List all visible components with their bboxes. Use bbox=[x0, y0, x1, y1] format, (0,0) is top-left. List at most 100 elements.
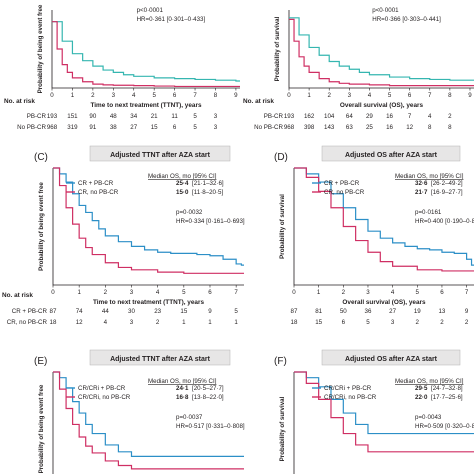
risk-value: 16 bbox=[386, 113, 393, 120]
risk-value: 1 bbox=[208, 319, 212, 326]
stat-annotation: p=0·0043 bbox=[415, 414, 442, 421]
risk-value: 36 bbox=[365, 308, 372, 315]
risk-row-label: No PB-CR bbox=[254, 124, 283, 131]
x-tick-label: 1 bbox=[77, 289, 81, 296]
median-header: Median OS, mo [95% CI] bbox=[395, 173, 464, 180]
risk-value: 7 bbox=[408, 113, 412, 120]
x-axis-label: Overall survival (OS), years bbox=[340, 102, 424, 109]
median-ci: [11·8–20·5] bbox=[192, 189, 223, 196]
x-axis-label: Overall survival (OS), years bbox=[342, 299, 426, 306]
legend-label: CR, no PB-CR bbox=[78, 189, 119, 196]
x-tick-label: 6 bbox=[440, 289, 444, 296]
risk-value: 5 bbox=[193, 113, 197, 120]
x-tick-label: 3 bbox=[348, 92, 352, 99]
y-axis-label: Probability of survival bbox=[279, 194, 286, 259]
risk-value: 87 bbox=[50, 308, 57, 315]
panel-letter: (C) bbox=[34, 152, 48, 163]
panel-d: Adjusted OS after AZA start (D) 0 1 2 3 4 5 6 7 Ov… bbox=[274, 145, 474, 326]
y-axis-label: Probability of survival bbox=[279, 396, 286, 461]
x-tick-label: 2 bbox=[342, 289, 346, 296]
risk-value: 34 bbox=[130, 113, 137, 120]
median-ci: [21·1–32·6] bbox=[192, 180, 224, 187]
median-ci: [13·8–22·0] bbox=[192, 394, 224, 401]
risk-row-label: CR, no PB-CR bbox=[7, 319, 48, 326]
risk-value: 143 bbox=[324, 124, 335, 131]
legend-label: CR/CRi + PB-CR bbox=[324, 385, 372, 392]
risk-value: 162 bbox=[304, 113, 315, 120]
risk-value: 12 bbox=[76, 319, 83, 326]
x-tick-label: 6 bbox=[408, 92, 412, 99]
panel-header: Adjusted TTNT after AZA start bbox=[110, 152, 210, 159]
km-curve-2 bbox=[53, 167, 244, 274]
risk-value: 15 bbox=[180, 308, 187, 315]
median-header: Median OS, mo [95% CI] bbox=[148, 173, 217, 180]
panel-letter: (E) bbox=[34, 356, 47, 367]
risk-table-title: No. at risk bbox=[243, 98, 274, 105]
stat-annotation: p=0·0032 bbox=[176, 209, 203, 216]
risk-value: 5 bbox=[366, 319, 370, 326]
panel-header: Adjusted OS after AZA start bbox=[345, 356, 438, 363]
x-axis-label: Time to next treatment (TTNT), years bbox=[93, 299, 204, 306]
panel-letter: (D) bbox=[274, 152, 288, 163]
risk-value: 151 bbox=[67, 113, 78, 120]
risk-value: 11 bbox=[171, 113, 178, 120]
x-tick-label: 5 bbox=[182, 289, 186, 296]
y-axis-label: Probability of survival bbox=[274, 16, 281, 81]
risk-table-title: No. at risk bbox=[4, 98, 35, 105]
median-header: Median OS, mo [95% CI] bbox=[395, 378, 464, 385]
risk-value: 6 bbox=[173, 124, 177, 131]
median-value: 25·4 bbox=[176, 180, 189, 187]
stat-annotation: p=0·0161 bbox=[415, 209, 442, 216]
x-tick-label: 5 bbox=[152, 92, 156, 99]
x-tick-label: 0 bbox=[287, 92, 291, 99]
risk-value: 2 bbox=[416, 319, 420, 326]
km-curve-2 bbox=[289, 18, 474, 87]
risk-value: 8 bbox=[428, 124, 432, 131]
risk-value: 12 bbox=[406, 124, 413, 131]
axis-lines bbox=[52, 372, 54, 474]
risk-value: 13 bbox=[438, 308, 445, 315]
x-tick-label: 7 bbox=[428, 92, 432, 99]
km-curve-1 bbox=[53, 371, 244, 457]
median-ci: [17·7–25·6] bbox=[431, 394, 463, 401]
km-curve-1 bbox=[294, 167, 474, 266]
x-tick-label: 4 bbox=[368, 92, 372, 99]
x-tick-label: 7 bbox=[193, 92, 197, 99]
y-axis-label: Probability of being event free bbox=[38, 384, 45, 473]
risk-value: 5 bbox=[234, 308, 238, 315]
legend-label: CR/CRi, no PB-CR bbox=[324, 394, 377, 401]
x-tick-label: 6 bbox=[208, 289, 212, 296]
panel-header-box bbox=[321, 145, 461, 162]
stat-annotation: HR=0·361 [0·301–0·433] bbox=[137, 16, 206, 23]
km-curve-2 bbox=[294, 167, 474, 272]
risk-value: 81 bbox=[315, 308, 322, 315]
risk-row-label: CR + PB-CR bbox=[12, 308, 48, 315]
risk-value: 87 bbox=[291, 308, 298, 315]
x-tick-label: 1 bbox=[317, 289, 321, 296]
x-axis-label: Time to next treatment (TTNT), years bbox=[90, 102, 201, 109]
median-value: 16·8 bbox=[176, 394, 189, 401]
stat-annotation: p<0·0001 bbox=[137, 7, 164, 14]
risk-value: 2 bbox=[465, 319, 469, 326]
median-value: 24·1 bbox=[176, 385, 189, 392]
risk-value: 9 bbox=[465, 308, 469, 315]
median-header: Median OS, mo [95% CI] bbox=[148, 378, 217, 385]
risk-value: 23 bbox=[154, 308, 161, 315]
risk-row-label: PB-CR bbox=[264, 113, 284, 120]
km-curve-2 bbox=[53, 371, 244, 470]
risk-value: 104 bbox=[324, 113, 335, 120]
stat-annotation: p=0·0037 bbox=[176, 414, 203, 421]
stat-annotation: HR=0·400 [0·190–0·844] bbox=[415, 218, 474, 225]
risk-value: 1 bbox=[182, 319, 186, 326]
x-tick-label: 2 bbox=[104, 289, 108, 296]
median-value: 32·6 bbox=[415, 180, 428, 187]
risk-value: 2 bbox=[156, 319, 160, 326]
legend-label: CR, no PB-CR bbox=[324, 189, 365, 196]
km-curve-2 bbox=[294, 371, 474, 453]
risk-value: 3 bbox=[214, 113, 218, 120]
risk-value: 18 bbox=[291, 319, 298, 326]
panel-letter: (F) bbox=[274, 356, 287, 367]
risk-value: 4 bbox=[428, 113, 432, 120]
